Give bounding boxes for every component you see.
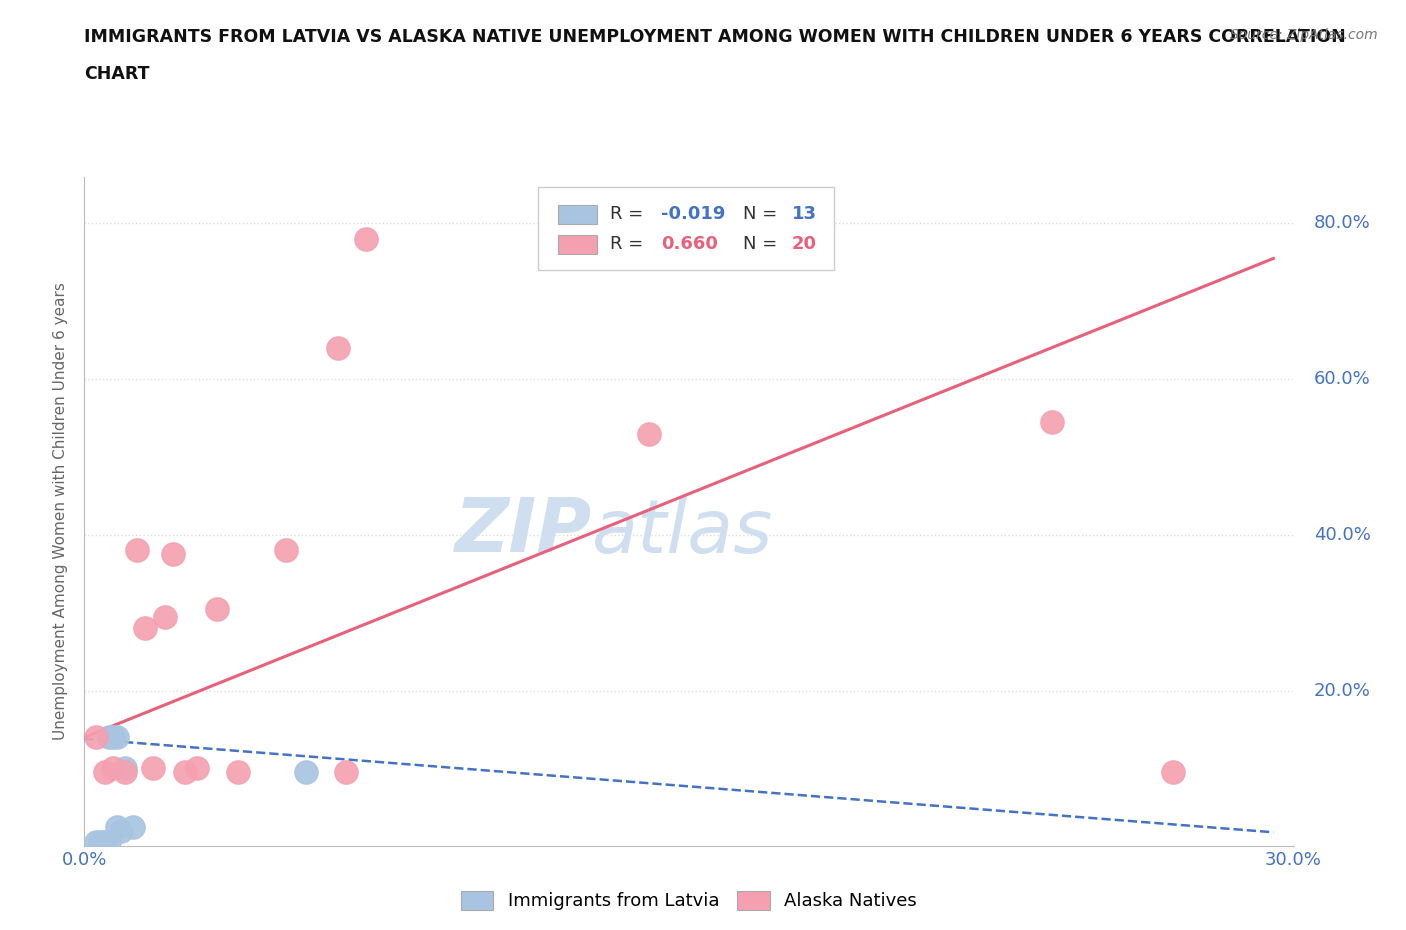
Point	[295, 764, 318, 779]
Text: 13: 13	[792, 205, 817, 222]
Text: 80.0%: 80.0%	[1313, 215, 1371, 232]
Point	[86, 730, 108, 745]
Text: CHART: CHART	[84, 65, 150, 83]
Point	[93, 764, 115, 779]
Text: 60.0%: 60.0%	[1313, 370, 1371, 388]
Point	[121, 819, 143, 834]
Text: N =: N =	[744, 205, 783, 222]
Text: 0.660: 0.660	[661, 234, 718, 253]
Point	[89, 835, 111, 850]
Text: Source: ZipAtlas.com: Source: ZipAtlas.com	[1230, 28, 1378, 42]
FancyBboxPatch shape	[558, 205, 598, 223]
Point	[637, 426, 659, 441]
Text: N =: N =	[744, 234, 783, 253]
Point	[1040, 415, 1063, 430]
Point	[274, 543, 297, 558]
Point	[335, 764, 357, 779]
Point	[93, 835, 115, 850]
Point	[97, 730, 120, 745]
Y-axis label: Unemployment Among Women with Children Under 6 years: Unemployment Among Women with Children U…	[53, 283, 69, 740]
Text: 20.0%: 20.0%	[1313, 682, 1371, 699]
Text: R =: R =	[610, 234, 650, 253]
Text: IMMIGRANTS FROM LATVIA VS ALASKA NATIVE UNEMPLOYMENT AMONG WOMEN WITH CHILDREN U: IMMIGRANTS FROM LATVIA VS ALASKA NATIVE …	[84, 28, 1346, 46]
Text: -0.019: -0.019	[661, 205, 725, 222]
Point	[328, 340, 350, 355]
Point	[162, 547, 184, 562]
Point	[101, 730, 124, 745]
Point	[114, 761, 136, 776]
Point	[174, 764, 197, 779]
Point	[101, 761, 124, 776]
Point	[125, 543, 148, 558]
Point	[86, 835, 108, 850]
Legend: Immigrants from Latvia, Alaska Natives: Immigrants from Latvia, Alaska Natives	[454, 884, 924, 918]
Point	[142, 761, 165, 776]
Point	[97, 835, 120, 850]
Point	[114, 764, 136, 779]
Point	[1161, 764, 1184, 779]
Point	[134, 621, 156, 636]
Point	[93, 835, 115, 850]
Point	[110, 823, 132, 838]
Point	[153, 609, 176, 624]
Point	[186, 761, 208, 776]
Text: ZIP: ZIP	[456, 495, 592, 568]
Point	[207, 602, 229, 617]
Text: 40.0%: 40.0%	[1313, 525, 1371, 544]
Text: 20: 20	[792, 234, 817, 253]
Point	[356, 232, 378, 246]
Point	[226, 764, 249, 779]
Point	[105, 730, 128, 745]
Point	[105, 819, 128, 834]
FancyBboxPatch shape	[538, 187, 834, 271]
FancyBboxPatch shape	[558, 235, 598, 254]
Text: R =: R =	[610, 205, 650, 222]
Text: atlas: atlas	[592, 496, 773, 567]
